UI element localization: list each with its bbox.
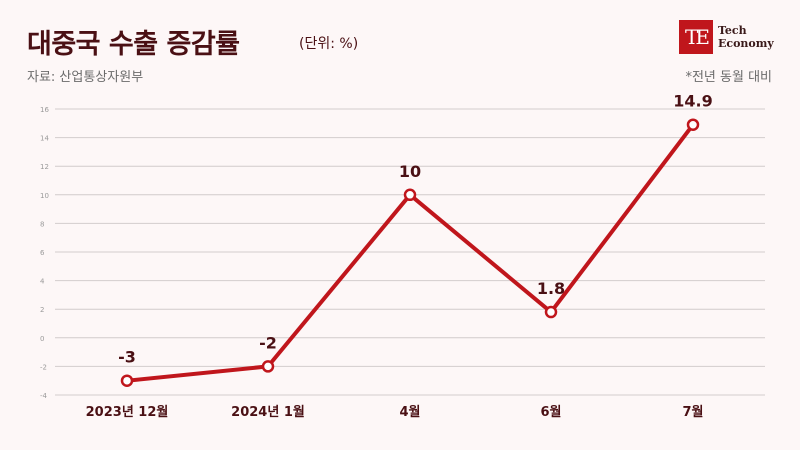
x-tick-label: 2023년 12월 <box>86 404 169 420</box>
x-tick-label: 7월 <box>682 404 703 420</box>
footnote-label: *전년 동월 대비 <box>685 70 772 85</box>
y-tick-label: 8 <box>40 220 44 228</box>
x-tick-label: 4월 <box>399 404 420 420</box>
y-tick-label: 6 <box>40 249 45 257</box>
unit-label: (단위: %) <box>299 36 359 52</box>
logo-mark: TE <box>679 20 713 54</box>
tech-economy-logo: TE Tech Economy <box>679 20 774 54</box>
y-tick-label: 4 <box>40 278 45 286</box>
chart-title: 대중국 수출 증감률 <box>27 29 240 60</box>
y-tick-label: 16 <box>40 106 49 114</box>
y-tick-label: 12 <box>40 163 49 171</box>
source-label: 자료: 산업통상자원부 <box>27 70 144 85</box>
logo-line-2: Economy <box>718 37 774 50</box>
y-tick-label: 14 <box>40 135 49 143</box>
data-label: 10 <box>399 162 421 181</box>
x-tick-label: 2024년 1월 <box>231 404 305 420</box>
data-label: -3 <box>118 348 136 367</box>
logo-line-1: Tech <box>718 24 747 37</box>
y-tick-label: 2 <box>40 306 44 314</box>
y-tick-label: -4 <box>40 392 48 400</box>
y-tick-label: -2 <box>40 363 47 371</box>
y-tick-label: 10 <box>40 192 49 200</box>
data-label: 14.9 <box>673 92 712 111</box>
data-point <box>686 118 700 131</box>
data-point <box>403 188 417 202</box>
x-tick-label: 6월 <box>540 404 561 420</box>
data-point <box>120 374 134 387</box>
data-label: 1.8 <box>537 279 565 298</box>
data-label: -2 <box>259 333 277 352</box>
logo-text: Tech Economy <box>718 24 774 50</box>
data-point <box>544 305 558 319</box>
y-tick-label: 0 <box>40 335 44 343</box>
data-point <box>261 360 275 373</box>
